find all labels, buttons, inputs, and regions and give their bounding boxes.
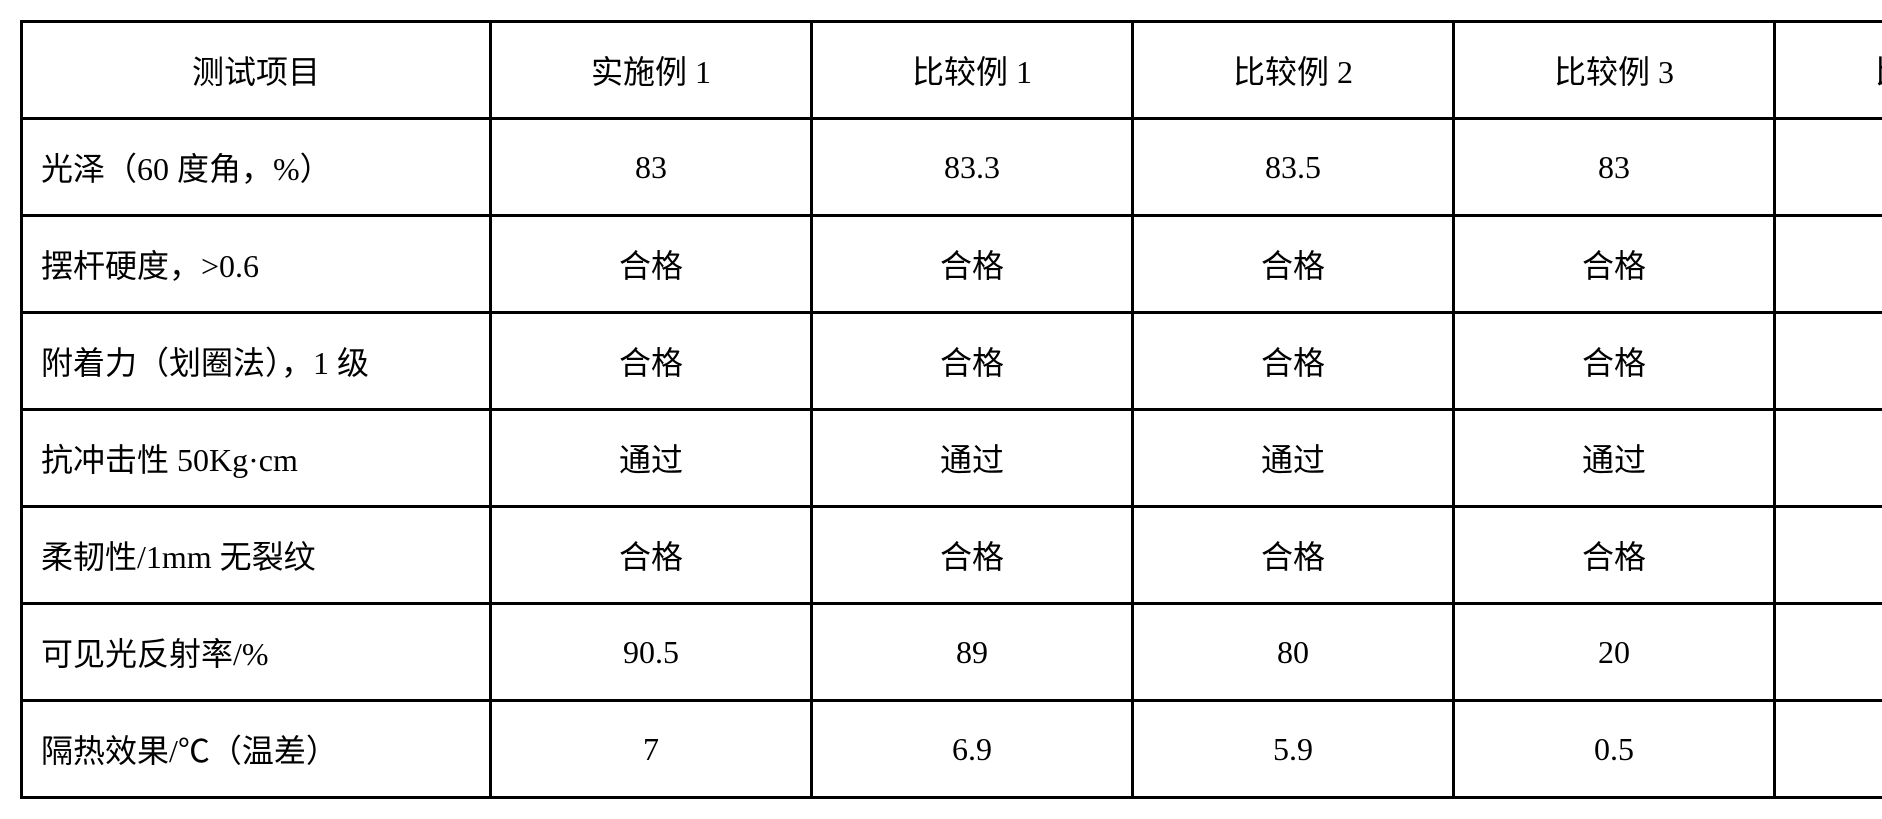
data-cell: 6.9	[1775, 701, 1882, 798]
data-cell: 6.9	[812, 701, 1133, 798]
data-cell: 89	[812, 604, 1133, 701]
header-cell: 比较例 1	[812, 22, 1133, 119]
data-cell: 合格	[1454, 507, 1775, 604]
data-cell: 合格	[1133, 313, 1454, 410]
data-cell: 89.5	[1775, 604, 1882, 701]
data-cell: 90.5	[1775, 119, 1882, 216]
data-cell: 合格	[491, 216, 812, 313]
data-cell: 20	[1454, 604, 1775, 701]
data-cell: 80	[1133, 604, 1454, 701]
data-cell: 通过	[812, 410, 1133, 507]
data-cell: 7	[491, 701, 812, 798]
data-cell: 90.5	[491, 604, 812, 701]
row-label: 抗冲击性 50Kg·cm	[22, 410, 491, 507]
data-cell: 合格	[491, 313, 812, 410]
data-cell: 合格	[1775, 507, 1882, 604]
row-label: 可见光反射率/%	[22, 604, 491, 701]
table-row: 摆杆硬度，>0.6 合格 合格 合格 合格 合格	[22, 216, 1882, 313]
data-cell: 通过	[1133, 410, 1454, 507]
row-label: 隔热效果/℃（温差）	[22, 701, 491, 798]
table-row: 柔韧性/1mm 无裂纹 合格 合格 合格 合格 合格	[22, 507, 1882, 604]
header-cell: 测试项目	[22, 22, 491, 119]
data-cell: 83	[491, 119, 812, 216]
data-cell: 合格	[1454, 313, 1775, 410]
table-row: 光泽（60 度角，%） 83 83.3 83.5 83 90.5	[22, 119, 1882, 216]
data-cell: 合格	[1775, 216, 1882, 313]
data-cell: 合格	[812, 313, 1133, 410]
row-label: 摆杆硬度，>0.6	[22, 216, 491, 313]
table-row: 隔热效果/℃（温差） 7 6.9 5.9 0.5 6.9	[22, 701, 1882, 798]
header-cell: 比较例 3	[1454, 22, 1775, 119]
row-label: 柔韧性/1mm 无裂纹	[22, 507, 491, 604]
row-label: 光泽（60 度角，%）	[22, 119, 491, 216]
data-cell: 合格	[812, 507, 1133, 604]
table-row: 可见光反射率/% 90.5 89 80 20 89.5	[22, 604, 1882, 701]
data-cell: 通过	[1775, 410, 1882, 507]
table-row: 附着力（划圈法），1 级 合格 合格 合格 合格 合格	[22, 313, 1882, 410]
data-cell: 合格	[1133, 507, 1454, 604]
header-cell: 实施例 1	[491, 22, 812, 119]
data-cell: 5.9	[1133, 701, 1454, 798]
data-cell: 合格	[1775, 313, 1882, 410]
table-header-row: 测试项目 实施例 1 比较例 1 比较例 2 比较例 3 比较例 4	[22, 22, 1882, 119]
row-label: 附着力（划圈法），1 级	[22, 313, 491, 410]
header-cell: 比较例 2	[1133, 22, 1454, 119]
table-row: 抗冲击性 50Kg·cm 通过 通过 通过 通过 通过	[22, 410, 1882, 507]
data-cell: 通过	[491, 410, 812, 507]
data-cell: 合格	[1133, 216, 1454, 313]
data-cell: 83	[1454, 119, 1775, 216]
data-cell: 83.5	[1133, 119, 1454, 216]
data-cell: 合格	[1454, 216, 1775, 313]
data-cell: 0.5	[1454, 701, 1775, 798]
data-cell: 通过	[1454, 410, 1775, 507]
data-cell: 合格	[491, 507, 812, 604]
data-cell: 合格	[812, 216, 1133, 313]
header-cell: 比较例 4	[1775, 22, 1882, 119]
data-cell: 83.3	[812, 119, 1133, 216]
data-table: 测试项目 实施例 1 比较例 1 比较例 2 比较例 3 比较例 4 光泽（60…	[20, 20, 1882, 799]
